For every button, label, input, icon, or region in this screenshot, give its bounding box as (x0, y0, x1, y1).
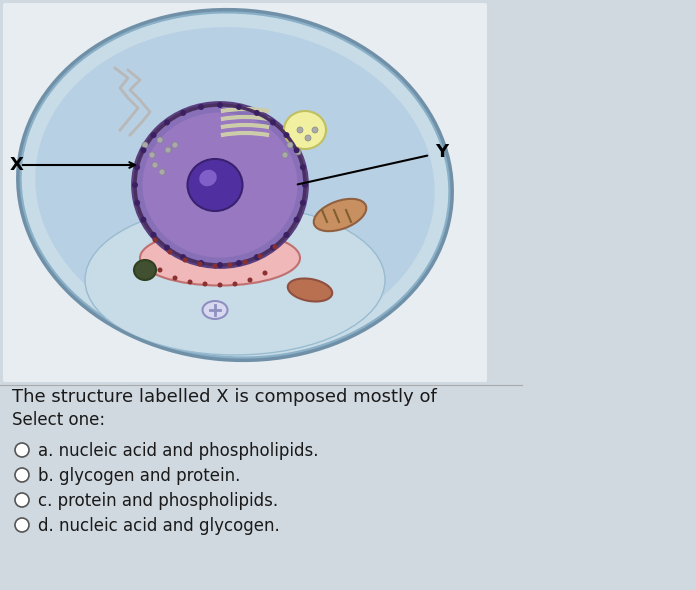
Circle shape (262, 270, 267, 276)
Text: X: X (10, 156, 24, 174)
Circle shape (270, 119, 276, 126)
Circle shape (164, 119, 170, 126)
FancyBboxPatch shape (3, 3, 487, 382)
Circle shape (228, 263, 232, 267)
Circle shape (198, 261, 203, 267)
Circle shape (15, 443, 29, 457)
Circle shape (236, 260, 242, 266)
Circle shape (295, 149, 301, 155)
Ellipse shape (287, 278, 332, 301)
Circle shape (297, 127, 303, 133)
Circle shape (173, 276, 177, 280)
Circle shape (282, 152, 288, 158)
Circle shape (15, 493, 29, 507)
Circle shape (164, 244, 170, 251)
Circle shape (15, 468, 29, 482)
Circle shape (159, 169, 165, 175)
Ellipse shape (85, 205, 385, 355)
Circle shape (294, 217, 299, 222)
Circle shape (132, 182, 138, 188)
Circle shape (248, 277, 253, 283)
Ellipse shape (35, 27, 435, 343)
Circle shape (300, 164, 306, 170)
Circle shape (198, 104, 204, 110)
Circle shape (273, 244, 278, 250)
Circle shape (270, 244, 276, 251)
Circle shape (283, 132, 290, 138)
Circle shape (212, 264, 217, 268)
Circle shape (198, 260, 204, 266)
Circle shape (152, 238, 157, 242)
Circle shape (236, 104, 242, 110)
Circle shape (254, 254, 260, 260)
Circle shape (302, 182, 308, 188)
Circle shape (134, 164, 140, 170)
Circle shape (182, 257, 187, 263)
Circle shape (165, 147, 171, 153)
Circle shape (217, 283, 223, 287)
Circle shape (152, 162, 158, 168)
Circle shape (217, 262, 223, 268)
Circle shape (157, 267, 162, 273)
Circle shape (254, 110, 260, 116)
Text: The structure labelled X is composed mostly of: The structure labelled X is composed mos… (12, 388, 437, 406)
Circle shape (180, 110, 186, 116)
Circle shape (141, 217, 146, 222)
Circle shape (157, 137, 163, 143)
Text: c. protein and phospholipids.: c. protein and phospholipids. (38, 492, 278, 510)
Circle shape (134, 200, 140, 206)
Text: a. nucleic acid and phospholipids.: a. nucleic acid and phospholipids. (38, 442, 319, 460)
Circle shape (305, 135, 311, 141)
Ellipse shape (203, 301, 228, 319)
Circle shape (172, 142, 178, 148)
Ellipse shape (187, 159, 242, 211)
Ellipse shape (143, 113, 297, 257)
Circle shape (287, 142, 293, 148)
Circle shape (203, 281, 207, 287)
Circle shape (149, 152, 155, 158)
Circle shape (187, 280, 193, 284)
Circle shape (168, 250, 173, 254)
Circle shape (15, 518, 29, 532)
Circle shape (283, 232, 290, 238)
Circle shape (242, 260, 248, 264)
Circle shape (294, 148, 299, 153)
Circle shape (232, 281, 237, 287)
Circle shape (180, 254, 186, 260)
Text: Y: Y (435, 143, 448, 161)
Ellipse shape (284, 111, 326, 149)
Ellipse shape (199, 170, 216, 186)
Ellipse shape (314, 199, 366, 231)
Circle shape (312, 127, 318, 133)
Ellipse shape (132, 103, 308, 267)
Circle shape (150, 232, 157, 238)
Circle shape (217, 102, 223, 108)
Text: Select one:: Select one: (12, 411, 105, 429)
Text: b. glycogen and protein.: b. glycogen and protein. (38, 467, 240, 485)
Ellipse shape (134, 260, 156, 280)
Ellipse shape (140, 231, 300, 286)
Circle shape (300, 200, 306, 206)
Text: d. nucleic acid and glycogen.: d. nucleic acid and glycogen. (38, 517, 280, 535)
Circle shape (150, 132, 157, 138)
Circle shape (141, 148, 146, 153)
Circle shape (258, 254, 262, 258)
Circle shape (142, 142, 148, 148)
Ellipse shape (20, 12, 450, 358)
